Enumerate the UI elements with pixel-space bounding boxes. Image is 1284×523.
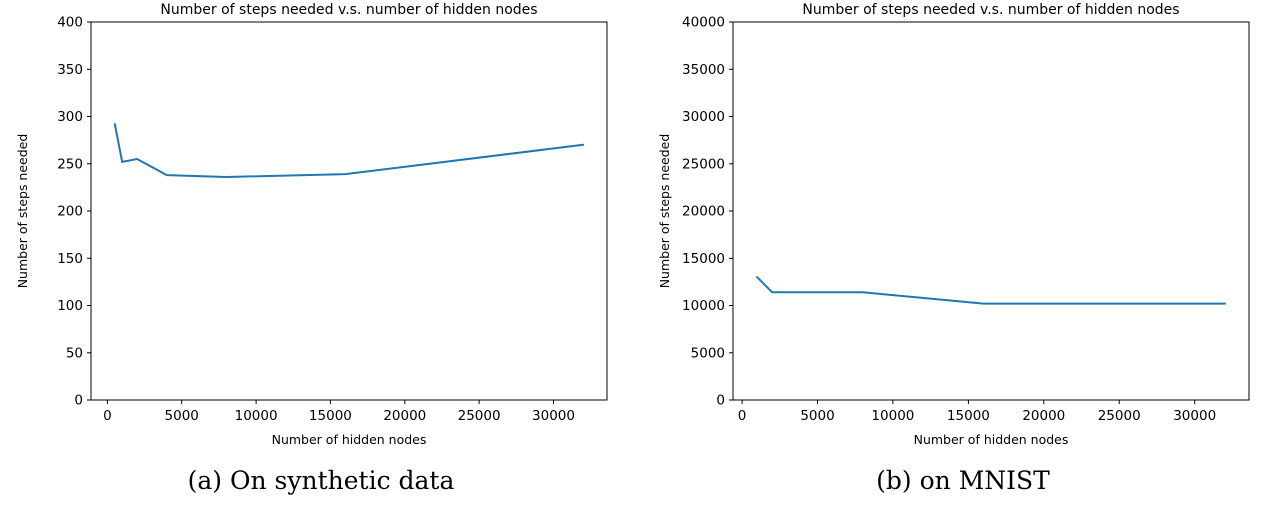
x-tick-label: 0 — [103, 408, 112, 424]
x-tick-label: 0 — [738, 408, 747, 424]
y-tick-label: 35000 — [682, 62, 725, 78]
y-tick-label: 20000 — [682, 204, 725, 220]
x-tick-label: 15000 — [947, 408, 990, 424]
data-line — [756, 276, 1226, 305]
line-chart-mnist: 0 5000 10000 15000 20000 25000 30000 0 5000 10000… — [653, 0, 1273, 462]
chart-panel-mnist: 0 5000 10000 15000 20000 25000 30000 0 5000 10000… — [642, 0, 1284, 495]
x-tick-label: 15000 — [309, 408, 352, 424]
data-line — [113, 123, 585, 178]
x-axis-label: Number of hidden nodes — [272, 432, 427, 447]
y-tick-label: 200 — [57, 204, 83, 220]
y-tick-label: 400 — [57, 15, 83, 31]
y-tick-label: 30000 — [682, 109, 725, 125]
y-tick-label: 100 — [57, 298, 83, 314]
y-tick-label: 150 — [57, 251, 83, 267]
chart-panel-synthetic: 0 5000 10000 15000 20000 25000 30000 0 50 100 150 2… — [0, 0, 642, 495]
y-tick-label: 10000 — [682, 298, 725, 314]
y-tick-label: 350 — [57, 62, 83, 78]
plot-border — [90, 21, 608, 401]
x-tick-label: 25000 — [1098, 408, 1141, 424]
y-tick-label: 0 — [74, 393, 83, 409]
x-tick-label: 30000 — [532, 408, 575, 424]
x-axis-label: Number of hidden nodes — [914, 432, 1069, 447]
plot-border — [732, 21, 1250, 401]
chart-svg: 0 5000 10000 15000 20000 25000 30000 0 5000 10000… — [657, 2, 1250, 447]
x-tick-label: 25000 — [458, 408, 501, 424]
line-chart-synthetic: 0 5000 10000 15000 20000 25000 30000 0 50 100 150 2… — [11, 0, 631, 462]
y-tick-label: 5000 — [691, 345, 725, 361]
chart-title: Number of steps needed v.s. number of hi… — [802, 2, 1179, 18]
y-tick-label: 25000 — [682, 156, 725, 172]
y-tick-label: 50 — [66, 345, 83, 361]
x-tick-label: 5000 — [165, 408, 199, 424]
chart-svg: 0 5000 10000 15000 20000 25000 30000 0 50 100 150 2… — [15, 2, 608, 447]
y-axis-label: Number of steps needed — [657, 134, 672, 289]
y-axis-label: Number of steps needed — [15, 134, 30, 289]
x-tick-label: 30000 — [1173, 408, 1216, 424]
y-tick-label: 250 — [57, 156, 83, 172]
x-tick-label: 10000 — [235, 408, 278, 424]
x-tick-label: 20000 — [1022, 408, 1065, 424]
y-tick-label: 300 — [57, 109, 83, 125]
chart-title: Number of steps needed v.s. number of hi… — [160, 2, 537, 18]
x-tick-label: 10000 — [871, 408, 914, 424]
caption-mnist: (b) on MNIST — [876, 466, 1050, 495]
y-tick-label: 0 — [716, 393, 725, 409]
x-tick-label: 5000 — [800, 408, 834, 424]
x-tick-label: 20000 — [383, 408, 426, 424]
caption-synthetic: (a) On synthetic data — [187, 466, 455, 495]
y-tick-label: 40000 — [682, 15, 725, 31]
y-tick-label: 15000 — [682, 251, 725, 267]
